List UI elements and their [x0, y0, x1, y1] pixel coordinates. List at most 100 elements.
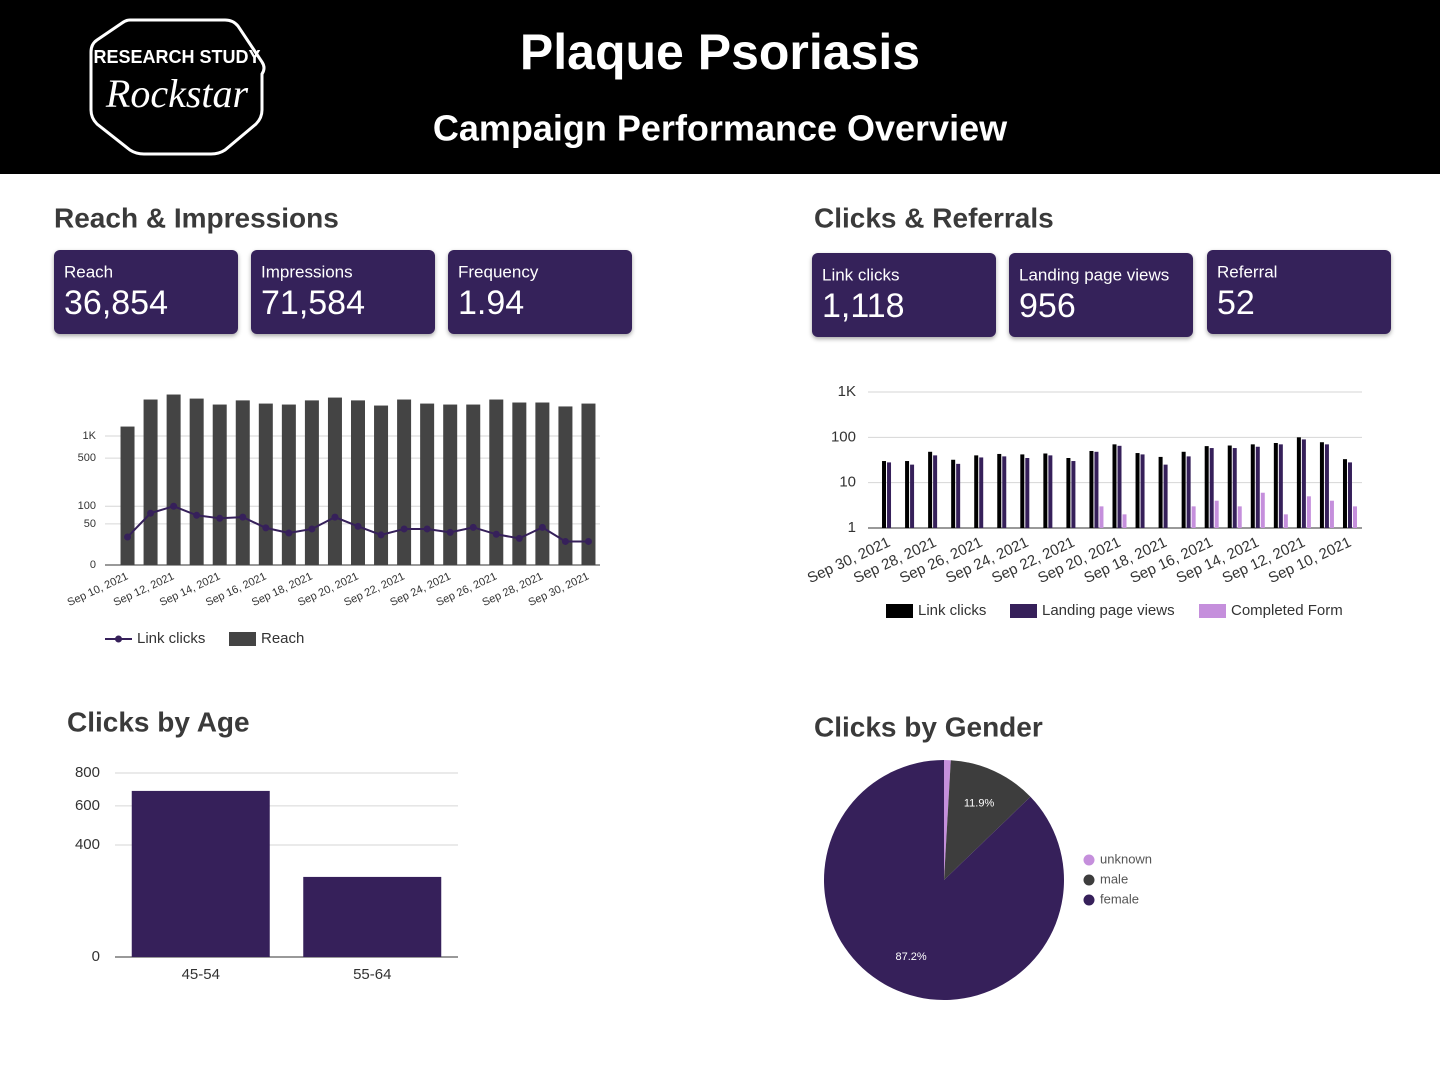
bar	[212, 404, 227, 565]
point	[561, 537, 569, 545]
legend-label: unknown	[1100, 851, 1152, 866]
y-tick-label: 0	[90, 559, 96, 571]
y-tick-label: 100	[78, 500, 96, 512]
bar	[1301, 439, 1306, 528]
kpi-value: 956	[1019, 287, 1076, 325]
bar	[1163, 464, 1168, 528]
bar	[1158, 456, 1163, 528]
bar	[1181, 451, 1186, 528]
bar	[997, 453, 1002, 528]
point	[170, 502, 178, 510]
bar	[979, 457, 984, 528]
logo-line1: RESEARCH STUDY	[93, 47, 260, 67]
point	[308, 525, 316, 533]
kpi-value: 52	[1217, 284, 1255, 322]
kpi-value: 1.94	[458, 284, 524, 322]
bar	[1089, 450, 1094, 528]
bar	[327, 397, 342, 565]
bar	[956, 463, 961, 528]
bar	[535, 402, 550, 565]
bar	[1094, 451, 1099, 528]
legend-marker	[1083, 874, 1095, 886]
bar	[420, 403, 435, 565]
bar	[1342, 459, 1347, 528]
bar	[933, 455, 938, 528]
bar	[1319, 442, 1324, 528]
bar	[974, 455, 979, 528]
kpi-label: Landing page views	[1019, 265, 1169, 284]
bar	[489, 399, 504, 565]
bar	[1020, 454, 1025, 528]
point	[239, 513, 247, 521]
kpi-card	[1207, 250, 1391, 334]
bar	[1227, 445, 1232, 528]
point	[193, 511, 201, 519]
legend-label: male	[1100, 871, 1128, 886]
legend-marker	[1199, 604, 1226, 618]
logo: RESEARCH STUDY Rockstar	[89, 18, 266, 156]
bar	[1232, 448, 1237, 528]
section-title: Reach & Impressions	[54, 202, 339, 233]
bar	[1025, 458, 1030, 528]
bar	[304, 400, 319, 565]
legend-marker	[886, 604, 913, 618]
bar	[1214, 500, 1219, 528]
pie-slice	[944, 760, 1031, 880]
bar	[1135, 453, 1140, 528]
section-title: Clicks & Referrals	[814, 202, 1054, 233]
bar	[951, 459, 956, 528]
point	[538, 523, 546, 531]
point	[423, 525, 431, 533]
bar	[1099, 506, 1104, 528]
bar	[1306, 496, 1311, 528]
bar	[882, 461, 887, 528]
bar	[1204, 446, 1209, 528]
y-tick-label: 1K	[83, 430, 97, 442]
bar	[351, 400, 365, 565]
point	[124, 533, 132, 541]
bar	[1347, 462, 1352, 528]
point	[331, 513, 339, 521]
bar	[512, 402, 527, 565]
y-tick-label: 400	[75, 836, 100, 853]
point	[147, 509, 155, 517]
bar	[1237, 506, 1242, 528]
legend-label: female	[1100, 891, 1139, 906]
bar	[374, 405, 389, 565]
y-tick-label: 600	[75, 797, 100, 814]
point	[400, 525, 408, 533]
legend-label: Completed Form	[1231, 602, 1343, 619]
point	[584, 537, 592, 545]
bar	[1002, 456, 1007, 528]
bar	[120, 426, 135, 565]
kpi-label: Link clicks	[822, 265, 899, 284]
bar	[1329, 500, 1334, 528]
bar	[1117, 445, 1122, 528]
bar	[1324, 444, 1329, 528]
y-tick-label: 500	[78, 452, 96, 464]
legend-label: Reach	[261, 630, 304, 647]
bar	[166, 394, 181, 565]
bar	[189, 398, 204, 565]
pie-slice	[944, 760, 951, 880]
y-tick-label: 0	[92, 948, 100, 965]
slice-label: 11.9%	[964, 798, 995, 810]
legend-marker	[115, 635, 122, 643]
y-tick-label: 1	[848, 519, 856, 536]
bar	[1186, 456, 1191, 528]
bar	[887, 462, 892, 528]
kpi-value: 1,118	[822, 287, 905, 325]
kpi-card	[54, 250, 238, 334]
bar	[397, 399, 412, 565]
y-tick-label: 1K	[838, 383, 856, 400]
section-title: Clicks by Age	[67, 706, 250, 737]
bar	[1122, 514, 1127, 528]
point	[285, 529, 293, 537]
bar	[1043, 453, 1048, 528]
bar	[558, 406, 573, 565]
bar	[1352, 506, 1357, 528]
bar	[1071, 461, 1076, 528]
legend-label: Link clicks	[918, 602, 986, 619]
y-tick-label: 100	[831, 428, 856, 445]
bar	[928, 451, 933, 528]
